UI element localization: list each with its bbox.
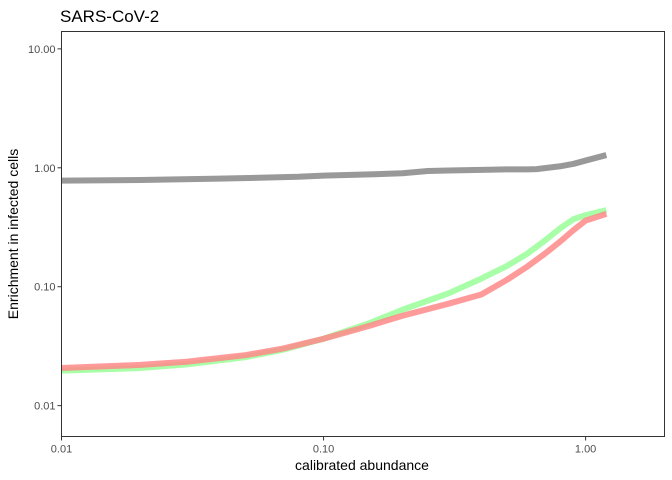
x-axis-title: calibrated abundance: [295, 457, 429, 473]
series-line-1: [61, 152, 608, 184]
series-layer: [61, 152, 608, 374]
panel-border: [61, 31, 665, 437]
y-axis-title: Enrichment in infected cells: [5, 149, 21, 319]
chart-title: SARS-CoV-2: [60, 7, 159, 26]
y-tick-label: 0.01: [34, 401, 55, 413]
x-tick-label: 0.01: [51, 444, 72, 456]
x-tick-label: 1.00: [575, 444, 596, 456]
y-tick-label: 0.10: [34, 282, 55, 294]
x-tick-label: 0.10: [313, 444, 334, 456]
x-axis: 0.01 0.10 1.00: [51, 436, 596, 456]
y-tick-label: 1.00: [34, 163, 55, 175]
y-axis: 0.01 0.10 1.00 10.00: [28, 44, 62, 413]
series-line-3: [61, 210, 608, 372]
y-tick-label: 10.00: [28, 44, 56, 56]
